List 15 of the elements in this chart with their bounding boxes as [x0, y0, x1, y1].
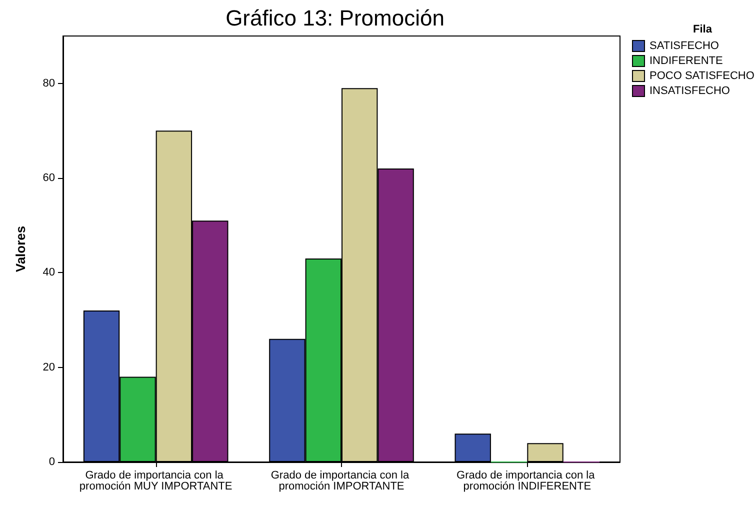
legend-label: SATISFECHO: [650, 40, 720, 52]
chart-title: Gráfico 13: Promoción: [226, 6, 444, 30]
x-tick-label: Grado de importancia con la promoción MUY IMPORTANTE: [79, 470, 232, 492]
y-tick-label: 80: [42, 77, 55, 90]
y-tick-label: 20: [42, 361, 55, 374]
y-axis-title: Valores: [13, 226, 28, 272]
legend-label: INSATISFECHO: [650, 85, 730, 97]
x-tick-label: Grado de importancia con la promoción IMPORTANTE: [270, 470, 412, 492]
x-tick-label: Grado de importancia con la promoción INDIFERENTE: [456, 470, 598, 492]
y-tick-label: 40: [42, 266, 55, 279]
legend-label: POCO SATISFECHO: [650, 70, 755, 82]
y-tick-label: 60: [42, 172, 55, 184]
legend-title: Fila: [693, 24, 713, 36]
y-tick-label: 0: [48, 456, 55, 468]
legend-label: INDIFERENTE: [650, 55, 723, 67]
